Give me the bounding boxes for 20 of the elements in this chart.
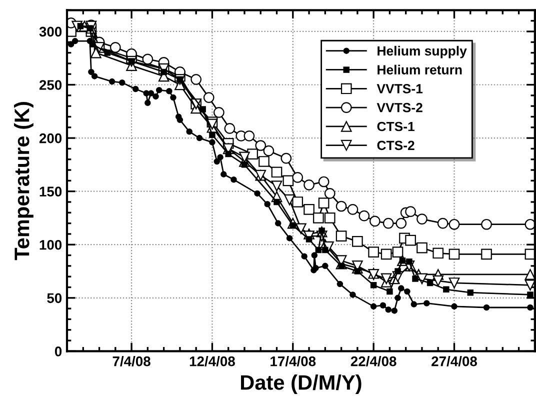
y-tick-label: 150 [40,186,62,196]
x-tick-label: 12/4/08 [190,356,235,366]
legend-label: CTS-2 [377,140,414,150]
x-axis-title: Date (D/M/Y) [241,374,362,394]
legend-label: CTS-1 [377,122,414,132]
x-tick-label: 17/4/08 [270,356,316,366]
x-tick-label: 22/4/08 [350,356,396,366]
y-tick-label: 100 [40,240,62,250]
y-tick-label: 250 [39,80,62,90]
legend-label: Helium return [378,64,462,74]
y-tick-label: 300 [39,26,62,37]
y-tick-label: 0 [54,346,62,356]
legend-label: Helium supply [378,46,467,58]
x-tick-label: 7/4/08 [112,356,150,366]
x-tick-label: 27/4/08 [432,356,477,366]
y-tick-label: 200 [39,133,62,144]
legend-label: VVTS-2 [376,102,422,112]
y-tick-label: 50 [47,293,62,304]
y-axis-title: Temperature (K) [14,102,34,260]
legend-label: VVTS-1 [376,84,423,94]
